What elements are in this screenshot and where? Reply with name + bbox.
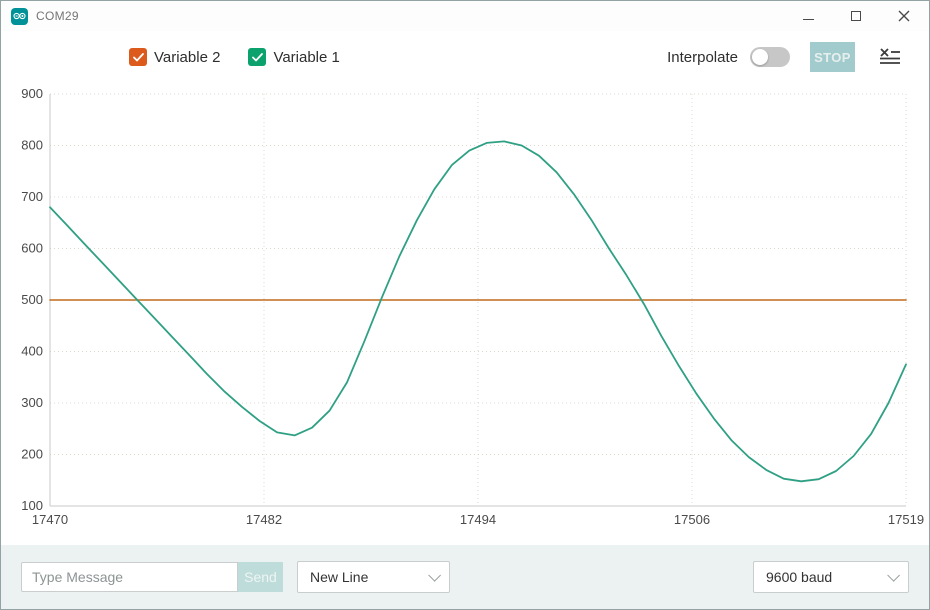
svg-text:17494: 17494 (460, 512, 496, 527)
serial-input-bar: Send New Line 9600 baud (1, 545, 929, 609)
minimize-icon (802, 18, 814, 20)
clear-plot-icon (880, 48, 900, 64)
svg-text:17506: 17506 (674, 512, 710, 527)
svg-text:700: 700 (21, 189, 43, 204)
close-button[interactable] (893, 5, 915, 27)
interpolate-toggle[interactable] (750, 47, 790, 67)
baud-rate-value: 9600 baud (766, 569, 833, 585)
line-ending-value: New Line (310, 569, 369, 585)
legend-checkbox-variable2[interactable] (129, 48, 147, 66)
arduino-logo-icon (11, 7, 28, 25)
line-chart: 100 200 300 400 500 600 700 800 900 17470 17482 174… (21, 86, 924, 527)
chevron-down-icon (887, 568, 900, 582)
legend-label-variable2: Variable 2 (154, 48, 221, 66)
check-icon (252, 52, 263, 61)
window-title: COM29 (36, 9, 79, 23)
svg-text:200: 200 (21, 447, 43, 462)
clear-plot-button[interactable] (877, 46, 903, 68)
legend-item-variable1[interactable]: Variable 1 (248, 48, 340, 66)
minimize-button[interactable] (797, 5, 819, 27)
maximize-icon (851, 11, 861, 21)
toggle-knob (752, 49, 768, 65)
plot-area: 100 200 300 400 500 600 700 800 900 17470 17482 174… (1, 83, 929, 545)
chevron-down-icon (428, 568, 441, 582)
title-bar: COM29 (1, 1, 929, 31)
stop-button[interactable]: STOP (810, 42, 855, 72)
svg-text:900: 900 (21, 86, 43, 101)
svg-text:400: 400 (21, 344, 43, 359)
legend-checkbox-variable1[interactable] (248, 48, 267, 66)
send-button[interactable]: Send (238, 562, 283, 592)
svg-text:17470: 17470 (32, 512, 68, 527)
svg-text:500: 500 (21, 292, 43, 307)
svg-text:800: 800 (21, 138, 43, 153)
interpolate-label: Interpolate (667, 48, 738, 66)
maximize-button[interactable] (845, 5, 867, 27)
line-ending-select[interactable]: New Line (297, 561, 450, 593)
svg-text:100: 100 (21, 498, 43, 513)
plotter-toolbar: Variable 2 Variable 1 Interpolate STOP (1, 31, 929, 83)
legend-item-variable2[interactable]: Variable 2 (129, 48, 220, 66)
svg-text:600: 600 (21, 241, 43, 256)
message-input[interactable] (21, 562, 238, 592)
close-icon (898, 10, 910, 22)
check-icon (132, 52, 144, 61)
svg-text:17482: 17482 (246, 512, 282, 527)
baud-rate-select[interactable]: 9600 baud (753, 561, 909, 593)
svg-text:17519: 17519 (888, 512, 924, 527)
legend-label-variable1: Variable 1 (273, 48, 340, 66)
svg-text:300: 300 (21, 395, 43, 410)
